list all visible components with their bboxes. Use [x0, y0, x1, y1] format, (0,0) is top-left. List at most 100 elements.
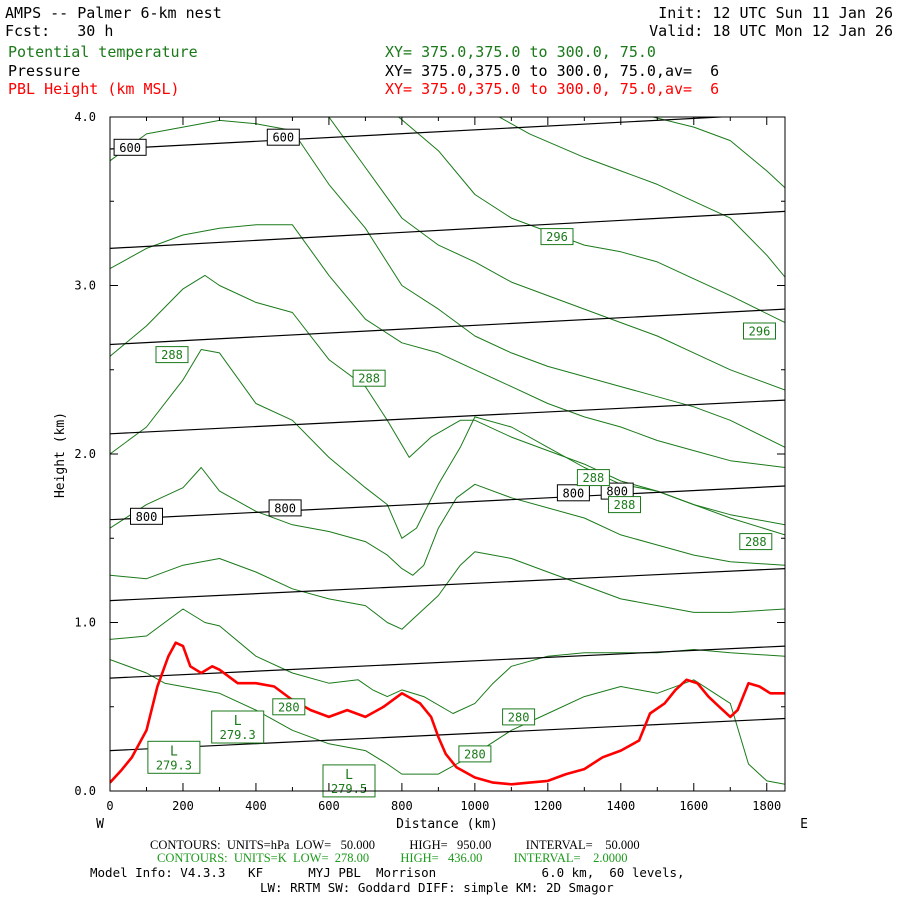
contour-label-box: [556, 484, 590, 502]
pressure-contour-850: [110, 568, 785, 602]
plot-title: AMPS -- Palmer 6-km nest: [5, 4, 222, 22]
contour-label: 288: [352, 369, 386, 387]
y-tick-label: 2.0: [74, 447, 96, 461]
contour-label-box: [502, 708, 536, 726]
contour-label-box: [458, 745, 492, 763]
theta-contour-280: [110, 608, 785, 714]
low-marker-letter: L: [234, 714, 242, 729]
theta-contour-294: [323, 117, 785, 391]
pbl-height-line: [110, 641, 785, 786]
footer-physics: LW: RRTM SW: Goddard DIFF: simple KM: 2D…: [260, 880, 614, 895]
x-tick-label: 1800: [752, 799, 781, 813]
contour-label-box: [272, 698, 306, 716]
contour-label-text: 288: [614, 498, 636, 512]
forecast-hours: 30 h: [77, 22, 114, 40]
y-tick-label: 0.0: [74, 784, 96, 798]
contour-label-text: 600: [272, 131, 294, 145]
contour-label: 280: [458, 745, 492, 763]
low-marker-value: 279.3: [220, 728, 256, 742]
contour-label: 296: [540, 228, 574, 246]
theta-contour-292: [110, 119, 785, 448]
low-marker-letter: L: [345, 768, 353, 783]
x-tick-label: 0: [106, 799, 113, 813]
contour-label-box: [352, 369, 386, 387]
y-tick-label: 1.0: [74, 616, 96, 630]
contour-label-box: [268, 499, 302, 517]
pressure-contour-950: [110, 717, 785, 752]
theta-contour-286: [110, 349, 785, 539]
contour-label-text: 288: [161, 348, 183, 362]
x-tick-label: 1600: [679, 799, 708, 813]
contour-label: 288: [576, 469, 610, 487]
forecast-label-text: Fcst:: [5, 22, 51, 40]
pressure-contour-700: [110, 308, 785, 346]
low-marker-value: 279.5: [331, 782, 367, 796]
contour-label: 600: [113, 138, 147, 156]
contour-label-box: [113, 138, 147, 156]
theta-contour-296: [397, 117, 785, 324]
contour-label-box: [608, 496, 641, 514]
contour-label-box: [266, 128, 300, 146]
y-tick-label: 3.0: [74, 279, 96, 293]
contour-label-text: 288: [358, 372, 380, 386]
pressure-contour-800: [110, 485, 785, 521]
theta-contour-300: [650, 117, 785, 189]
contour-label-box: [739, 533, 773, 551]
x-axis-east-label: E: [800, 817, 808, 832]
theta-contour-278: [110, 659, 785, 785]
contour-label-text: 296: [749, 325, 771, 339]
contour-label-text: 280: [508, 710, 530, 724]
contour-label-text: 288: [583, 471, 605, 485]
contour-label-box: [743, 322, 776, 340]
x-axis-west-label: W: [96, 817, 104, 832]
theta-contour-290: [110, 224, 785, 468]
x-tick-label: 800: [391, 799, 413, 813]
theta-contour-284: [110, 467, 785, 576]
field-theta-name: Potential temperature: [8, 43, 198, 61]
footer-model-info: Model Info: V4.3.3 KF MYJ PBL Morrison 6…: [90, 865, 685, 880]
contour-label-text: 800: [563, 486, 585, 500]
contour-label-text: 280: [278, 700, 300, 714]
pressure-contour-900: [110, 645, 785, 679]
valid-time: Valid: 18 UTC Mon 12 Jan 26: [649, 22, 893, 40]
contour-label: 800: [268, 499, 302, 517]
contour-label-box: [130, 507, 163, 525]
contour-label-box: [576, 469, 610, 487]
field-pressure-name: Pressure: [8, 62, 81, 80]
footer-pressure-contours: CONTOURS: UNITS=hPa LOW= 50.000 HIGH= 95…: [150, 838, 640, 852]
x-tick-label: 200: [172, 799, 194, 813]
contour-label-box: [540, 228, 574, 246]
contour-label: 280: [272, 698, 306, 716]
low-marker-value: 279.3: [156, 758, 192, 772]
contour-label-text: 800: [274, 501, 296, 515]
footer-theta-contours: CONTOURS: UNITS=K LOW= 278.00 HIGH= 436.…: [157, 851, 628, 865]
contour-label-text: 296: [546, 230, 568, 244]
y-axis-title: Height (km): [53, 412, 68, 498]
contour-label: 800: [600, 482, 634, 500]
contour-label-text: 280: [464, 747, 486, 761]
y-tick-label: 4.0: [74, 110, 96, 124]
contour-label: 280: [502, 708, 536, 726]
low-marker-letter: L: [170, 744, 178, 759]
contour-label-text: 800: [136, 510, 158, 524]
field-pbl-name: PBL Height (km MSL): [8, 80, 180, 98]
theta-contour-298: [498, 117, 785, 278]
init-time: Init: 12 UTC Sun 11 Jan 26: [658, 4, 893, 22]
plot-frame: [109, 116, 786, 792]
x-tick-label: 1000: [460, 799, 489, 813]
field-pressure-section: XY= 375.0,375.0 to 300.0, 75.0,av= 6: [385, 62, 720, 80]
low-marker-box: [322, 764, 376, 798]
x-tick-label: 1400: [606, 799, 635, 813]
pressure-contour-600: [110, 117, 732, 150]
contour-label-text: 600: [119, 141, 141, 155]
pressure-contour-750: [110, 399, 785, 435]
contour-label: 800: [130, 507, 163, 525]
contour-label: 288: [155, 346, 189, 364]
field-theta-section: XY= 375.0,375.0 to 300.0, 75.0: [385, 43, 656, 61]
contour-label-box: [155, 346, 189, 364]
low-marker-box: [147, 740, 201, 774]
contour-label: 800: [556, 484, 590, 502]
